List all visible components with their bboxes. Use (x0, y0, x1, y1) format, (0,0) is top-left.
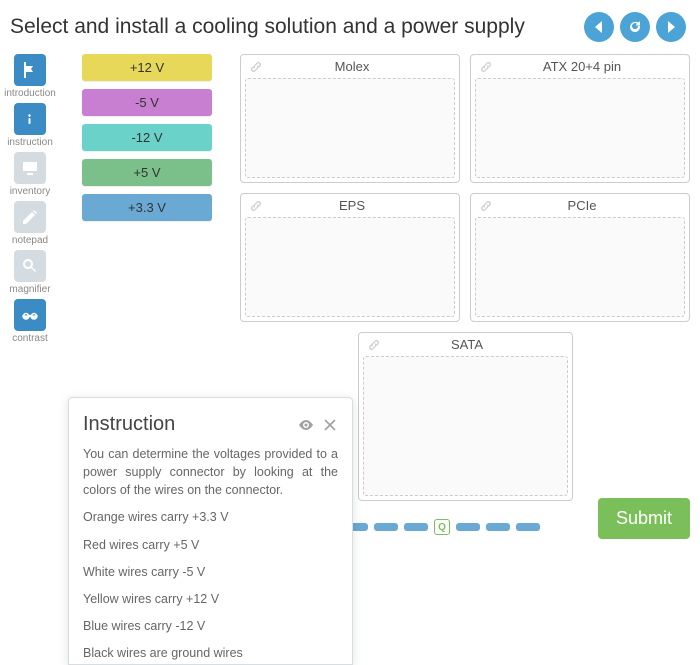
drop-area[interactable] (245, 78, 455, 178)
page-title: Select and install a cooling solution an… (10, 15, 584, 39)
dropzone-sata[interactable]: SATA (358, 332, 573, 501)
modal-text: Orange wires carry +3.3 V (83, 508, 338, 526)
dropzone-pcie[interactable]: PCIe (470, 193, 690, 322)
pencil-icon (14, 201, 46, 233)
sidebar-item-contrast[interactable]: contrast (12, 299, 48, 344)
progress-segment (404, 523, 428, 531)
flag-icon (14, 54, 46, 86)
progress-marker: Q (434, 519, 450, 535)
progress-segment (516, 523, 540, 531)
progress-segment (486, 523, 510, 531)
dropzone-title: EPS (271, 198, 451, 213)
voltage-chip-list: +12 V -5 V -12 V +5 V +3.3 V (82, 54, 212, 221)
sidebar-item-inventory[interactable]: inventory (10, 152, 51, 197)
close-icon[interactable] (322, 417, 338, 433)
drop-area[interactable] (245, 217, 455, 317)
refresh-button[interactable] (620, 12, 650, 42)
dropzone-title: SATA (389, 337, 564, 352)
monitor-icon (14, 152, 46, 184)
eye-icon[interactable] (298, 417, 314, 433)
sidebar-item-label: introduction (4, 88, 56, 99)
sidebar: introduction instruction inventory notepad m… (0, 50, 60, 665)
prev-button[interactable] (584, 12, 614, 42)
drop-area[interactable] (363, 356, 568, 496)
drop-area[interactable] (475, 78, 685, 178)
triangle-left-icon (591, 19, 607, 35)
modal-text: Red wires carry +5 V (83, 536, 338, 554)
modal-text: Black wires are ground wires (83, 644, 338, 662)
modal-text: Blue wires carry -12 V (83, 617, 338, 635)
sidebar-item-label: magnifier (9, 284, 50, 295)
voltage-chip[interactable]: +5 V (82, 159, 212, 186)
modal-title: Instruction (83, 410, 290, 439)
drop-area[interactable] (475, 217, 685, 317)
dropzone-molex[interactable]: Molex (240, 54, 460, 183)
sidebar-item-label: notepad (12, 235, 48, 246)
voltage-chip[interactable]: +3.3 V (82, 194, 212, 221)
voltage-chip[interactable]: -5 V (82, 89, 212, 116)
modal-text: You can determine the voltages provided … (83, 445, 338, 499)
link-icon (249, 60, 263, 74)
sidebar-item-introduction[interactable]: introduction (4, 54, 56, 99)
nav-button-group (584, 12, 686, 42)
instruction-modal: Instruction You can determine the voltag… (68, 397, 353, 665)
modal-text: White wires carry -5 V (83, 563, 338, 581)
next-button[interactable] (656, 12, 686, 42)
progress-segment (456, 523, 480, 531)
dropzone-atx[interactable]: ATX 20+4 pin (470, 54, 690, 183)
info-icon (14, 103, 46, 135)
sidebar-item-magnifier[interactable]: magnifier (9, 250, 50, 295)
voltage-chip[interactable]: -12 V (82, 124, 212, 151)
dropzone-title: Molex (271, 59, 451, 74)
sidebar-item-notepad[interactable]: notepad (12, 201, 48, 246)
sidebar-item-label: contrast (12, 333, 48, 344)
dropzone-title: ATX 20+4 pin (501, 59, 681, 74)
glasses-icon (14, 299, 46, 331)
search-icon (14, 250, 46, 282)
link-icon (479, 60, 493, 74)
sidebar-item-label: inventory (10, 186, 51, 197)
modal-text: Yellow wires carry +12 V (83, 590, 338, 608)
sidebar-item-instruction[interactable]: instruction (7, 103, 53, 148)
dropzone-title: PCIe (501, 198, 681, 213)
link-icon (367, 338, 381, 352)
sidebar-item-label: instruction (7, 137, 53, 148)
voltage-chip[interactable]: +12 V (82, 54, 212, 81)
refresh-icon (627, 19, 643, 35)
dropzone-eps[interactable]: EPS (240, 193, 460, 322)
submit-button[interactable]: Submit (598, 498, 690, 539)
link-icon (479, 199, 493, 213)
link-icon (249, 199, 263, 213)
progress-segment (374, 523, 398, 531)
triangle-right-icon (663, 19, 679, 35)
